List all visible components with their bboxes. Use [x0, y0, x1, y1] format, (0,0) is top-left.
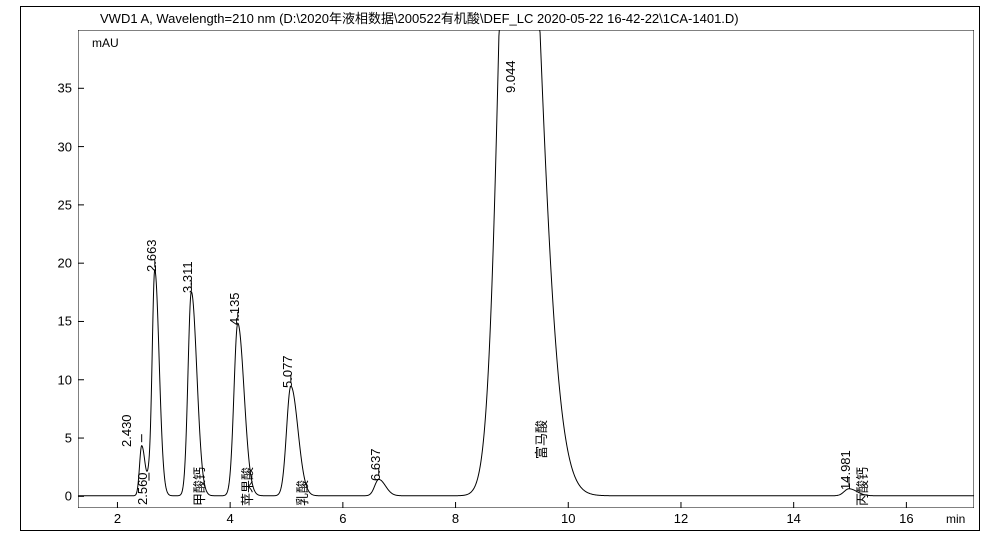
y-tick-label: 5	[50, 431, 72, 446]
peak-rt-label: 6.637	[368, 448, 383, 481]
x-tick-label: 4	[227, 511, 234, 526]
x-axis-unit: min	[946, 512, 965, 526]
x-tick-label: 2	[114, 511, 121, 526]
peak-name-label: 丙酸钙	[852, 466, 871, 505]
peak-rt-label: 5.077	[280, 355, 295, 388]
peak-name-label: 富马酸	[531, 420, 550, 459]
peak-rt-label: 4.135	[227, 292, 242, 325]
x-tick-label: 10	[561, 511, 575, 526]
peak-rt-label: 3.311	[180, 262, 195, 294]
y-tick-label: 0	[50, 489, 72, 504]
peak-rt-label: 2.663	[144, 240, 159, 273]
y-tick-label: 10	[50, 372, 72, 387]
peak-rt-label: 9.044	[503, 60, 518, 93]
peak-name-label: 乳酸	[292, 479, 311, 505]
peak-rt-label: 2.430	[119, 415, 134, 448]
peak-rt-label: 2.560	[135, 473, 150, 506]
peak-name-label: 甲酸钙	[189, 466, 208, 505]
y-tick-label: 25	[50, 197, 72, 212]
x-tick-label: 12	[674, 511, 688, 526]
chromatogram-plot	[78, 30, 974, 508]
y-tick-label: 20	[50, 256, 72, 271]
chart-container: VWD1 A, Wavelength=210 nm (D:\2020年液相数据\…	[0, 0, 1000, 545]
x-tick-label: 16	[899, 511, 913, 526]
x-tick-label: 8	[452, 511, 459, 526]
chart-title: VWD1 A, Wavelength=210 nm (D:\2020年液相数据\…	[100, 8, 739, 27]
x-tick-label: 14	[786, 511, 800, 526]
peak-rt-label: 14.981	[838, 451, 853, 491]
y-tick-label: 30	[50, 139, 72, 154]
x-tick-label: 6	[339, 511, 346, 526]
y-tick-label: 15	[50, 314, 72, 329]
peak-name-label: 苹果酸	[237, 466, 256, 505]
y-tick-label: 35	[50, 81, 72, 96]
